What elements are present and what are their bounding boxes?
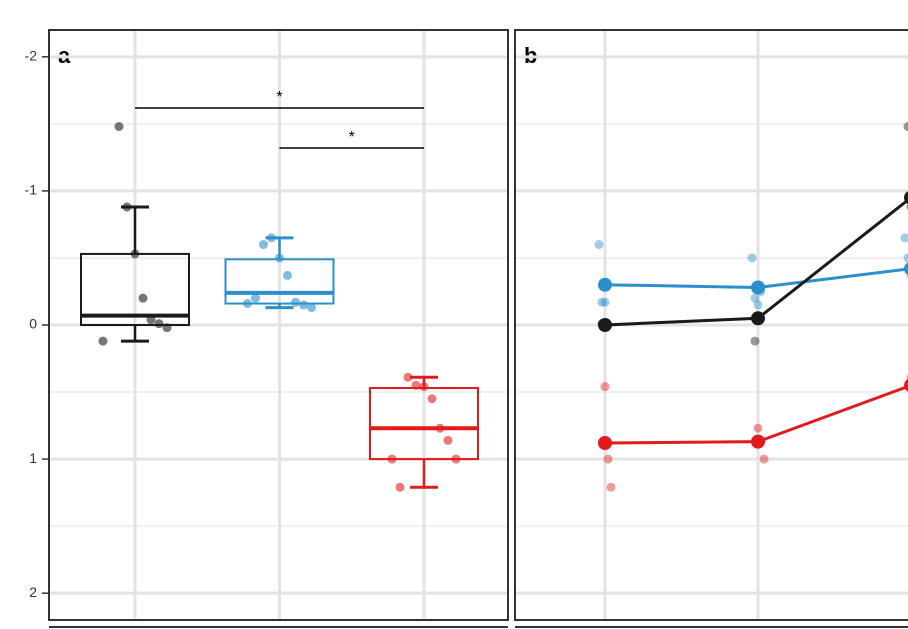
y-tick-label: 0 xyxy=(29,316,37,332)
point xyxy=(114,122,124,132)
point xyxy=(283,270,292,280)
panel-label: a xyxy=(58,43,71,68)
point xyxy=(753,300,763,310)
point xyxy=(411,380,421,390)
point xyxy=(759,454,769,464)
line-point xyxy=(904,379,908,392)
point xyxy=(146,315,156,325)
y-tick-label: -1 xyxy=(25,182,38,198)
point xyxy=(395,482,405,492)
point xyxy=(98,336,108,346)
point xyxy=(747,253,757,263)
y-tick-label: 1 xyxy=(29,450,37,466)
point xyxy=(130,249,140,259)
point xyxy=(291,297,300,307)
point xyxy=(299,300,308,310)
point xyxy=(750,336,760,346)
significance-label: * xyxy=(276,89,282,106)
panel-border xyxy=(514,29,908,621)
point xyxy=(403,372,413,382)
point xyxy=(427,394,437,404)
point xyxy=(903,253,908,263)
line-point xyxy=(598,436,612,450)
point xyxy=(251,293,260,303)
point xyxy=(753,423,763,433)
point xyxy=(594,240,604,250)
point xyxy=(138,293,148,303)
point xyxy=(750,293,760,303)
point xyxy=(600,382,610,392)
point xyxy=(435,423,445,433)
significance-label: * xyxy=(349,129,355,146)
line-point xyxy=(598,318,612,332)
point xyxy=(419,382,429,392)
line-point xyxy=(751,280,765,295)
point xyxy=(443,435,453,445)
point xyxy=(387,454,397,464)
point xyxy=(603,454,613,464)
point xyxy=(122,202,132,212)
line-point xyxy=(751,311,765,326)
line-point xyxy=(904,262,908,276)
y-tick-label: -2 xyxy=(25,48,38,64)
point xyxy=(154,319,164,329)
point xyxy=(903,122,908,132)
point xyxy=(606,482,616,492)
line-point xyxy=(904,191,908,204)
point xyxy=(275,253,284,263)
point xyxy=(243,299,252,309)
point xyxy=(451,454,461,464)
point xyxy=(597,297,607,307)
point xyxy=(307,303,316,313)
point xyxy=(900,233,908,243)
line-point xyxy=(598,277,612,292)
y-tick-label: 2 xyxy=(29,584,37,600)
point xyxy=(162,323,172,333)
panel-label: b xyxy=(524,43,537,68)
line-point xyxy=(751,434,765,449)
point xyxy=(600,297,610,307)
point xyxy=(267,233,276,243)
point xyxy=(259,240,268,250)
panel-border xyxy=(48,29,509,621)
